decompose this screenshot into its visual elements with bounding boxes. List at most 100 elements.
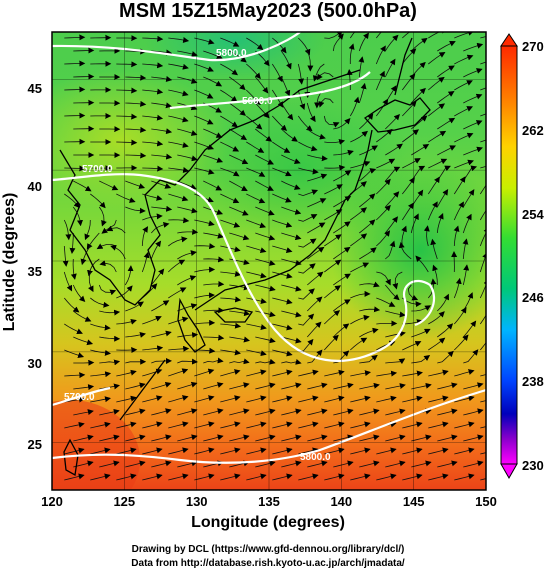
streamline-arrow [90,371,112,378]
streamline-arrow [298,214,318,222]
streamline-arrow [151,460,172,468]
streamline-arrow [125,100,147,107]
streamline-arrow [358,82,367,104]
streamline-arrow [324,334,339,351]
streamline-arrow [177,381,198,390]
x-axis: 120 125 130 135 140 145 150 Longitude (d… [41,494,497,531]
streamline-arrow [479,226,486,247]
streamline-arrow [194,292,215,299]
streamline-arrow [220,270,242,277]
streamline-arrow [427,201,438,221]
streamline-arrow [64,421,85,429]
streamline-arrow [272,395,293,403]
streamline-arrow [142,165,164,172]
streamline-arrow [194,368,215,377]
streamline-arrow [203,154,224,163]
streamline-arrow [203,281,225,287]
streamline-arrow [402,473,423,481]
streamline-arrow [246,447,267,455]
streamline-arrow [73,310,92,322]
streamline-arrow [246,63,261,80]
streamline-arrow [64,112,86,119]
streamline-arrow [194,219,215,227]
streamline-arrow [177,460,198,468]
streamline-arrow [463,408,484,416]
streamline-arrow [99,180,119,191]
streamline-arrow [106,225,126,234]
streamline-arrow [375,45,386,65]
streamline-arrow [324,421,345,429]
coast-ryukyu [119,359,166,421]
streamline-arrow [350,370,371,377]
streamline-arrow [463,42,484,52]
streamline-arrow [480,426,486,429]
streamline-arrow [489,167,502,181]
streamline-arrow [177,228,199,235]
streamline-arrow [142,345,164,352]
streamline-arrow [255,154,275,165]
streamline-arrow [454,132,474,143]
streamline-arrow [142,421,163,429]
streamline-arrow [281,382,302,390]
streamline-arrow [480,36,486,39]
streamline-arrow [350,207,367,221]
colorbar-gradient [500,45,518,465]
streamline-arrow [385,358,406,365]
streamline-arrow [168,447,189,455]
streamline-arrow [428,103,446,117]
streamline-arrow [385,113,400,130]
streamline-arrow [220,473,241,481]
streamline-arrow [168,236,188,247]
streamline-arrow [64,34,86,41]
streamline-arrow [402,319,423,325]
streamline-arrow [229,336,250,343]
y-tick-label: 30 [28,356,42,371]
streamline-arrow [168,217,190,224]
streamline-arrow [324,32,343,39]
streamline-arrow [168,395,189,403]
streamline-arrow [125,206,146,214]
streamline-arrow [298,167,319,175]
streamline-arrow [359,113,374,130]
streamline-arrow [255,284,276,292]
streamline-arrow [453,201,464,221]
streamline-arrow [401,202,414,221]
streamline-arrow [168,115,189,123]
streamline-arrow [298,421,319,429]
streamline-arrow [332,33,344,52]
streamline-arrow [349,96,360,117]
streamline-arrow [116,285,133,299]
streamline-arrow [73,384,95,391]
streamline-arrow [384,58,396,78]
streamline-arrow [116,447,137,455]
streamline-arrow [151,381,172,390]
streamline-arrow [463,434,484,442]
streamline-arrow [272,245,293,253]
colorbar-tick: 230 [522,458,544,473]
streamline-arrow [298,37,311,56]
streamline-arrow [298,263,316,274]
streamline-arrow [454,159,474,169]
streamline-arrow [375,70,385,91]
streamline-arrow [90,473,111,481]
streamline-arrow [428,311,445,325]
contour-label-5700: 5700.0 [82,164,113,175]
streamline-arrow [350,337,368,351]
streamline-arrow [142,62,164,69]
streamline-arrow [229,76,246,91]
streamline-arrow [324,395,345,403]
streamline-arrow [220,89,238,103]
streamline-arrow [324,473,345,481]
streamline-arrow [463,460,484,468]
streamline-arrow [116,347,138,353]
streamline-arrow [125,152,147,159]
streamline-arrow [437,408,458,416]
streamline-arrow [194,37,215,45]
streamline-arrow [194,266,216,273]
streamline-arrow [281,206,302,215]
streamline-arrow [168,259,186,273]
streamline-arrow [110,244,126,260]
streamline-arrow [385,143,403,156]
streamline-arrow [246,167,266,177]
streamline-arrow [307,271,324,286]
